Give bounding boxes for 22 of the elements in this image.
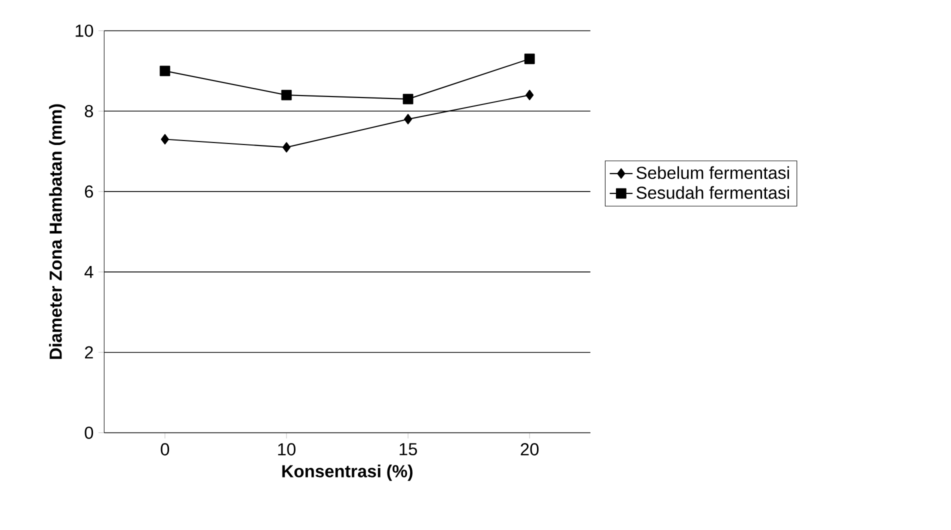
x-axis-title: Konsentrasi (%) xyxy=(282,464,412,481)
point xyxy=(160,66,170,76)
point xyxy=(404,114,412,124)
y-tick-label: 6 xyxy=(84,185,94,198)
x-tick-label: 10 xyxy=(278,443,296,456)
y-tick-label: 8 xyxy=(84,104,94,118)
y-tick-label: 0 xyxy=(84,426,94,439)
y-axis-title: Diameter Zona Hambatan (mm) xyxy=(49,104,66,359)
x-tick-label: 15 xyxy=(400,443,417,456)
point xyxy=(282,142,291,152)
point xyxy=(402,94,414,104)
y-tick-label: 4 xyxy=(84,266,94,278)
x-tick-label: 0 xyxy=(160,443,170,456)
point xyxy=(524,54,535,64)
point xyxy=(281,90,292,100)
y-tick-label: 10 xyxy=(76,24,94,37)
legend-label: Sesudah fermentasi xyxy=(636,186,789,199)
point xyxy=(160,134,169,144)
y-tick-label: 2 xyxy=(84,346,93,358)
point xyxy=(526,90,534,100)
legend-label: Sebelum fermentasi xyxy=(636,166,789,179)
x-tick-label: 20 xyxy=(520,443,539,456)
